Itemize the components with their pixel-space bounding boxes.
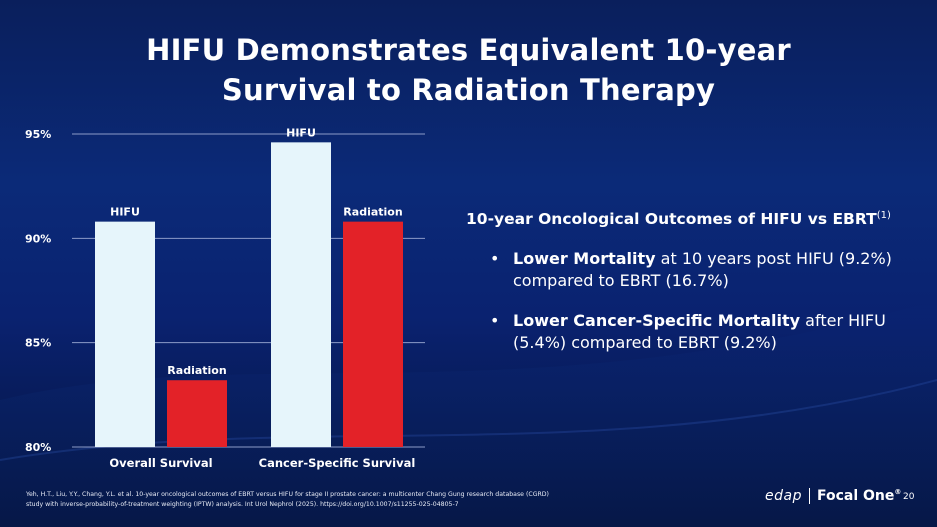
bar-hifu-2 xyxy=(271,142,331,447)
bar-radiation-2 xyxy=(343,221,403,447)
citation-footnote: Yeh, H.T., Liu, Y.Y., Chang, Y.L. et al.… xyxy=(26,490,746,510)
bar-radiation-1 xyxy=(167,380,227,447)
logo-divider xyxy=(808,488,810,504)
bar-hifu-1 xyxy=(95,221,155,447)
logo-product: Focal One® xyxy=(817,488,901,504)
bar-label: HIFU xyxy=(286,126,316,139)
title-line-1: HIFU Demonstrates Equivalent 10-year xyxy=(146,33,791,67)
x-category-label: Cancer-Specific Survival xyxy=(259,456,416,470)
edap-focal-one-logo: edap Focal One® xyxy=(765,486,901,506)
y-tick-label: 80% xyxy=(25,441,51,454)
logo-product-text: Focal One xyxy=(816,488,895,504)
outcome-text-mortality: at 10 years post HIFU (9.2%) compared to… xyxy=(513,249,892,290)
outcomes-list: • Lower Mortality at 10 years post HIFU … xyxy=(466,248,916,354)
outcome-item-mortality: • Lower Mortality at 10 years post HIFU … xyxy=(466,248,916,292)
page-number: 20 xyxy=(903,492,915,502)
outcome-item-cancer-specific: • Lower Cancer-Specific Mortality after … xyxy=(466,310,916,354)
citation-line-1: Yeh, H.T., Liu, Y.Y., Chang, Y.L. et al.… xyxy=(26,491,549,498)
logo-registered-mark: ® xyxy=(894,488,902,496)
bar-label: Radiation xyxy=(167,364,226,377)
y-tick-label: 90% xyxy=(25,232,51,245)
outcomes-heading-text: 10-year Oncological Outcomes of HIFU vs … xyxy=(466,210,877,228)
citation-line-2: study with inverse-probability-of-treatm… xyxy=(26,501,459,508)
bullet-icon: • xyxy=(490,311,500,330)
outcome-bold-cancer-specific: Lower Cancer-Specific Mortality xyxy=(513,311,801,330)
outcome-text-cancer-specific: after HIFU (5.4%) compared to EBRT (9.2%… xyxy=(513,311,886,352)
outcomes-heading-footnote-ref: (1) xyxy=(876,210,891,221)
outcomes-heading: 10-year Oncological Outcomes of HIFU vs … xyxy=(466,205,916,230)
y-tick-label: 85% xyxy=(25,337,51,350)
title-line-2: Survival to Radiation Therapy xyxy=(221,73,716,107)
outcomes-panel: 10-year Oncological Outcomes of HIFU vs … xyxy=(466,205,916,372)
bullet-icon: • xyxy=(490,249,500,268)
y-tick-label: 95% xyxy=(25,128,51,141)
bar-label: Radiation xyxy=(343,206,402,219)
outcome-bold-mortality: Lower Mortality xyxy=(513,249,656,268)
logo-brand: edap xyxy=(765,488,802,504)
x-category-label: Overall Survival xyxy=(109,456,212,470)
page-title: HIFU Demonstrates Equivalent 10-year Sur… xyxy=(0,30,937,110)
bar-label: HIFU xyxy=(110,206,140,219)
